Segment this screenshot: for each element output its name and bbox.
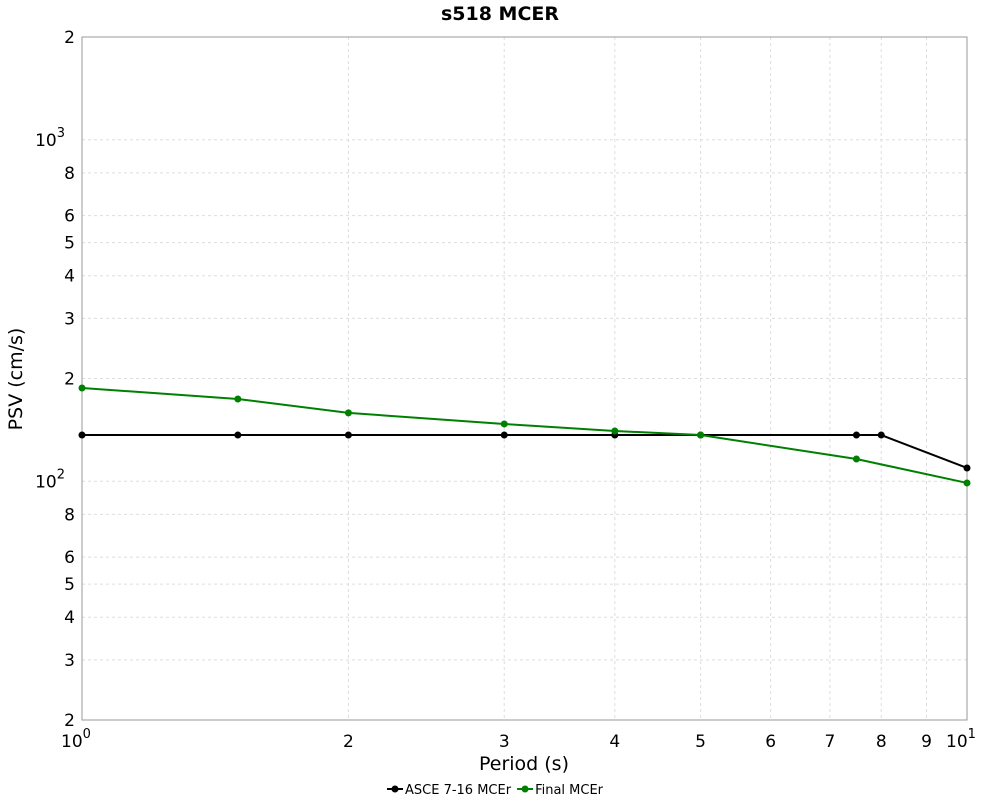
- y-tick-label-base: 6: [64, 548, 75, 568]
- x-tick-label-power: 1: [968, 727, 976, 742]
- y-tick-label-power: 2: [57, 467, 65, 482]
- data-point: [963, 479, 971, 487]
- x-tick-label: 8: [876, 732, 887, 752]
- x-tick-label-base: 10: [946, 732, 968, 752]
- series-line: [81, 386, 968, 484]
- legend-label: ASCE 7-16 MCEr: [405, 783, 512, 798]
- x-tick-label: 5: [695, 732, 706, 752]
- y-axis-label: PSV (cm/s): [5, 328, 27, 431]
- x-axis-label: Period (s): [479, 753, 569, 775]
- y-tick-label: 102: [35, 467, 65, 492]
- data-point: [234, 395, 242, 403]
- y-tick-label: 4: [64, 267, 75, 287]
- y-tick-label-base: 4: [64, 608, 75, 628]
- y-tick-label: 6: [64, 207, 75, 227]
- y-tick-label-base: 2: [64, 28, 75, 48]
- y-tick-label-base: 2: [64, 370, 75, 390]
- y-tick-label: 2: [64, 370, 75, 390]
- x-tick-label-base: 10: [61, 732, 83, 752]
- y-tick-label: 103: [35, 126, 65, 151]
- data-point: [234, 431, 242, 439]
- legend-label: Final MCEr: [535, 783, 604, 798]
- data-point: [963, 464, 971, 472]
- y-tick-label-base: 3: [64, 309, 75, 329]
- y-tick-label: 4: [64, 608, 75, 628]
- x-tick-label: 2: [343, 732, 354, 752]
- y-tick-label-base: 2: [64, 711, 75, 731]
- y-tick-label-base: 5: [64, 575, 75, 595]
- y-tick-label: 5: [64, 234, 75, 254]
- y-tick-label: 8: [64, 164, 75, 184]
- data-point: [78, 384, 86, 392]
- x-tick-label: 4: [609, 732, 620, 752]
- data-point: [611, 427, 619, 435]
- x-tick-label: 9: [921, 732, 932, 752]
- y-tick-label-power: 3: [57, 126, 65, 141]
- chart-title: s518 MCER: [441, 3, 559, 25]
- y-tick-label-base: 6: [64, 207, 75, 227]
- data-point: [500, 431, 508, 439]
- y-tick-label: 2: [64, 711, 75, 731]
- plot-border: [81, 36, 968, 721]
- y-tick-label: 6: [64, 548, 75, 568]
- x-tick-label-power: 0: [83, 727, 91, 742]
- y-tick-label-base: 10: [35, 131, 57, 151]
- y-tick-label-base: 5: [64, 234, 75, 254]
- x-tick-label: 7: [824, 732, 835, 752]
- y-tick-label: 8: [64, 505, 75, 525]
- data-point: [78, 431, 86, 439]
- y-tick-label-base: 8: [64, 505, 75, 525]
- legend-marker: [521, 785, 529, 793]
- x-tick-label: 100: [61, 727, 91, 752]
- data-point: [852, 455, 860, 463]
- data-point: [500, 420, 508, 428]
- y-tick-label: 2: [64, 28, 75, 48]
- data-point: [344, 431, 352, 439]
- x-tick-label: 6: [765, 732, 776, 752]
- data-point: [877, 431, 885, 439]
- y-tick-label: 3: [64, 651, 75, 671]
- x-tick-label: 101: [946, 727, 976, 752]
- y-tick-label: 3: [64, 309, 75, 329]
- data-point: [852, 431, 860, 439]
- y-tick-label-base: 8: [64, 164, 75, 184]
- data-point: [344, 409, 352, 417]
- y-tick-label: 5: [64, 575, 75, 595]
- y-tick-label-base: 4: [64, 267, 75, 287]
- data-point: [697, 431, 705, 439]
- x-tick-label: 3: [499, 732, 510, 752]
- y-tick-label-base: 3: [64, 651, 75, 671]
- y-tick-label-base: 10: [35, 472, 57, 492]
- legend-marker: [391, 785, 399, 793]
